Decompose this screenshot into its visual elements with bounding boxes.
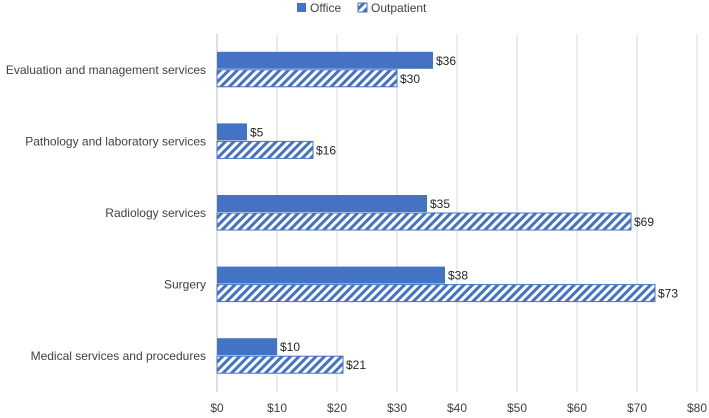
x-tick-label: $10 [267, 401, 287, 415]
legend-label: Outpatient [371, 1, 427, 15]
category-label: Radiology services [105, 206, 206, 220]
data-label: $69 [634, 215, 654, 229]
data-label: $30 [400, 72, 420, 86]
data-label: $35 [430, 197, 450, 211]
data-label: $16 [316, 143, 336, 157]
bar-outpatient [216, 284, 656, 303]
x-tick-label: $40 [447, 401, 467, 415]
x-tick-label: $50 [507, 401, 527, 415]
x-tick-label: $80 [687, 401, 707, 415]
bars: $36 $30 $5 $16 $35 $69 $38 $73 $10 $21 [216, 51, 678, 374]
x-tick-label: $0 [210, 401, 224, 415]
category-labels: Evaluation and management services Pathol… [6, 63, 206, 363]
bar-outpatient [216, 212, 632, 231]
bar-office [217, 51, 433, 69]
data-label: $36 [436, 54, 456, 68]
category-label: Evaluation and management services [6, 63, 206, 77]
x-tick-label: $70 [627, 401, 647, 415]
legend-label: Office [310, 1, 341, 15]
x-axis-ticks: $0 $10 $20 $30 $40 $50 $60 $70 $80 [210, 401, 707, 415]
data-label: $38 [448, 269, 468, 283]
x-tick-label: $30 [387, 401, 407, 415]
legend-swatch-outpatient [357, 2, 368, 13]
x-tick-label: $20 [327, 401, 347, 415]
bar-office [217, 123, 247, 141]
data-label: $10 [280, 340, 300, 354]
data-label: $73 [658, 287, 678, 301]
x-tick-label: $60 [567, 401, 587, 415]
bar-outpatient [216, 355, 344, 374]
bar-office [217, 266, 445, 284]
data-label: $21 [346, 358, 366, 372]
bar-outpatient [216, 69, 398, 88]
category-label: Medical services and procedures [31, 349, 206, 363]
bar-outpatient [216, 140, 314, 159]
bar-office [217, 338, 277, 356]
data-label: $5 [250, 125, 264, 139]
category-label: Surgery [164, 278, 206, 292]
legend: Office Outpatient [297, 1, 427, 15]
bar-office [217, 195, 427, 212]
category-label: Pathology and laboratory services [25, 134, 206, 148]
legend-swatch-office [297, 3, 306, 12]
